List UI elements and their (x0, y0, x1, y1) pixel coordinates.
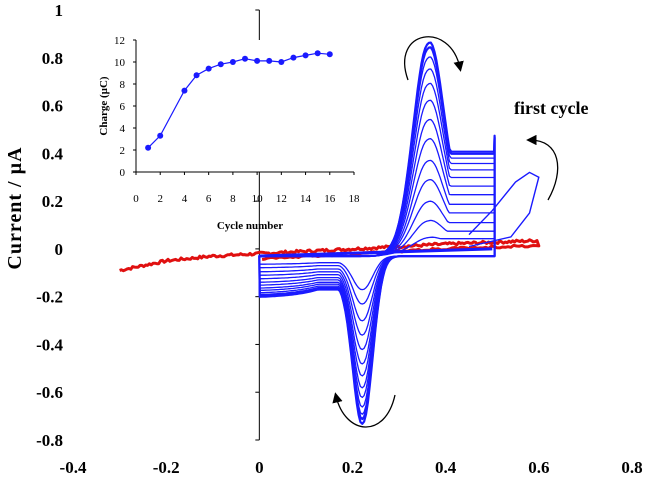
inset-chart: 0 2 4 6 8 10 12 14 16 18 0 2 4 6 8 10 12 Cycle number Ch… (98, 35, 360, 232)
inset-x-tick-label: 16 (324, 193, 336, 205)
inset-data-point (229, 59, 236, 65)
inset-axes (133, 39, 355, 175)
first-cycle-line (468, 171, 540, 248)
series-blue (258, 41, 540, 425)
inset-x-tick-label: 14 (300, 193, 312, 205)
inset-data-point (181, 87, 188, 94)
inset-series (145, 50, 333, 151)
inset-data-point (193, 72, 200, 79)
x-tick-label: 0.8 (621, 458, 642, 477)
y-tick-label: 0 (55, 240, 64, 259)
y-tick-label: -0.2 (36, 288, 63, 307)
x-tick-label: 0.6 (528, 458, 549, 477)
inset-x-tick-label: 12 (276, 193, 287, 205)
inset-x-tick-label: 4 (182, 193, 188, 205)
y-tick-label: 0.4 (42, 144, 64, 163)
inset-x-tick-label: 0 (133, 193, 139, 205)
x-tick-label: 0 (255, 458, 264, 477)
x-tick-label: -0.2 (153, 458, 180, 477)
inset-y-tick-label: 4 (120, 123, 126, 135)
inset-data-point (145, 144, 152, 151)
inset-data-point (157, 132, 164, 139)
inset-data-point (290, 54, 297, 61)
cathodic-scan-arrow (332, 392, 396, 428)
inset-x-tick-label: 6 (206, 193, 212, 205)
inset-data-point (242, 55, 248, 62)
inset-data-point (217, 61, 224, 68)
first-cycle-arrow (526, 134, 559, 201)
inset-x-axis-title: Cycle number (217, 220, 283, 232)
inset-y-tick-label: 10 (114, 57, 126, 69)
y-tick-label: -0.4 (36, 335, 63, 354)
inset-x-tick-label: 8 (230, 193, 236, 205)
direction-arrows (332, 36, 559, 428)
cv-cycle-line (258, 41, 496, 425)
inset-background (136, 40, 354, 172)
inset-y-tick-label: 6 (120, 101, 126, 113)
inset-y-tick-label: 8 (120, 79, 126, 91)
inset-tick-labels: 0 2 4 6 8 10 12 14 16 18 0 2 4 6 8 10 12 (114, 35, 360, 205)
inset-x-tick-label: 2 (157, 193, 163, 205)
y-axis-title-group: Current / µA (4, 146, 26, 269)
y-tick-label: -0.6 (36, 383, 63, 402)
inset-data-point (205, 65, 212, 72)
anodic-scan-arrow (404, 36, 464, 81)
blue-baseline (259, 247, 493, 258)
inset-data-point (314, 50, 321, 57)
y-tick-label: 0.8 (42, 49, 63, 68)
inset-y-tick-label: 12 (114, 35, 125, 47)
inset-data-point (278, 59, 285, 65)
inset-data-point (266, 57, 273, 64)
inset-x-tick-label: 18 (349, 193, 361, 205)
outer-tick-labels: -0.8-0.6-0.4-0.200.20.40.60.81-0.4 -0.2 0 0… (36, 1, 643, 477)
first-cycle-annotation: first cycle (514, 98, 588, 118)
inset-x-tick-label: 10 (252, 193, 264, 205)
x-tick-label: 0.2 (342, 458, 363, 477)
inset-data-point (326, 51, 333, 58)
y-tick-label: 0.6 (42, 97, 63, 116)
y-tick-label: 1 (55, 1, 64, 20)
inset-data-point (254, 57, 261, 64)
y-axis-title: Current / µA (4, 146, 26, 269)
x-tick-label: 0.4 (435, 458, 457, 477)
y-tick-label: 0.2 (42, 192, 63, 211)
inset-data-point (302, 52, 309, 59)
inset-y-tick-label: 2 (120, 145, 126, 157)
inset-y-axis-title: Charge (µC) (98, 76, 110, 136)
inset-y-tick-label: 0 (120, 167, 126, 179)
x-tick-label: -0.4 (60, 458, 87, 477)
y-tick-label: -0.8 (36, 431, 63, 450)
